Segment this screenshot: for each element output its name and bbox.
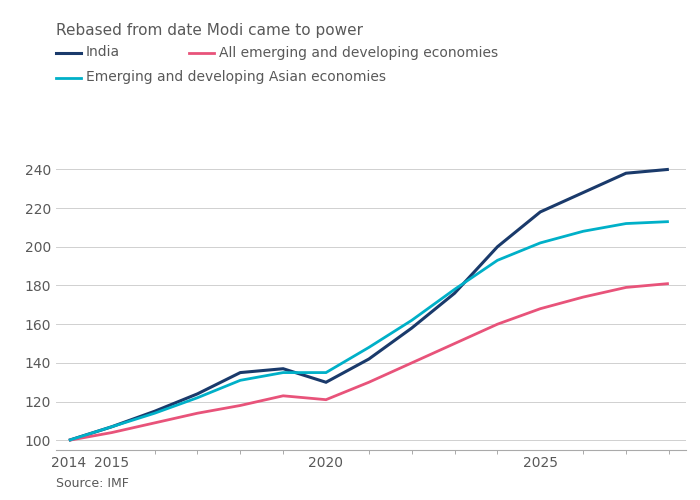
Line: All emerging and developing economies: All emerging and developing economies <box>69 284 669 440</box>
India <box>64 438 73 444</box>
India <box>407 325 416 331</box>
Emerging and developing Asian economies <box>407 318 416 324</box>
Emerging and developing Asian economies <box>365 344 373 350</box>
Emerging and developing Asian economies <box>279 370 287 376</box>
All emerging and developing economies <box>279 393 287 399</box>
Line: Emerging and developing Asian economies: Emerging and developing Asian economies <box>69 222 669 440</box>
Text: Source: IMF: Source: IMF <box>56 477 129 490</box>
Text: Emerging and developing Asian economies: Emerging and developing Asian economies <box>86 70 386 85</box>
Emerging and developing Asian economies <box>193 394 202 400</box>
India <box>579 190 587 196</box>
India <box>193 391 202 397</box>
All emerging and developing economies <box>236 402 244 408</box>
India <box>322 380 330 386</box>
All emerging and developing economies <box>665 280 673 286</box>
All emerging and developing economies <box>622 284 630 290</box>
Emerging and developing Asian economies <box>236 378 244 384</box>
All emerging and developing economies <box>322 396 330 402</box>
All emerging and developing economies <box>64 438 73 444</box>
All emerging and developing economies <box>365 380 373 386</box>
All emerging and developing economies <box>536 306 545 312</box>
All emerging and developing economies <box>579 294 587 300</box>
Emerging and developing Asian economies <box>322 370 330 376</box>
India <box>622 170 630 176</box>
India <box>494 244 502 250</box>
Emerging and developing Asian economies <box>494 258 502 264</box>
Emerging and developing Asian economies <box>536 240 545 246</box>
India <box>536 209 545 215</box>
All emerging and developing economies <box>150 420 159 426</box>
All emerging and developing economies <box>450 340 459 346</box>
Emerging and developing Asian economies <box>665 218 673 224</box>
Emerging and developing Asian economies <box>108 424 116 430</box>
India <box>365 356 373 362</box>
Line: India: India <box>69 170 669 440</box>
India <box>150 408 159 414</box>
Emerging and developing Asian economies <box>150 410 159 416</box>
India <box>236 370 244 376</box>
Text: India: India <box>86 46 120 60</box>
India <box>665 166 673 172</box>
Emerging and developing Asian economies <box>64 438 73 444</box>
Emerging and developing Asian economies <box>579 228 587 234</box>
Emerging and developing Asian economies <box>622 220 630 226</box>
All emerging and developing economies <box>108 430 116 436</box>
India <box>450 290 459 296</box>
All emerging and developing economies <box>193 410 202 416</box>
Text: Rebased from date Modi came to power: Rebased from date Modi came to power <box>56 22 363 38</box>
Text: All emerging and developing economies: All emerging and developing economies <box>219 46 498 60</box>
India <box>279 366 287 372</box>
Emerging and developing Asian economies <box>450 286 459 292</box>
India <box>108 424 116 430</box>
All emerging and developing economies <box>407 360 416 366</box>
All emerging and developing economies <box>494 321 502 327</box>
